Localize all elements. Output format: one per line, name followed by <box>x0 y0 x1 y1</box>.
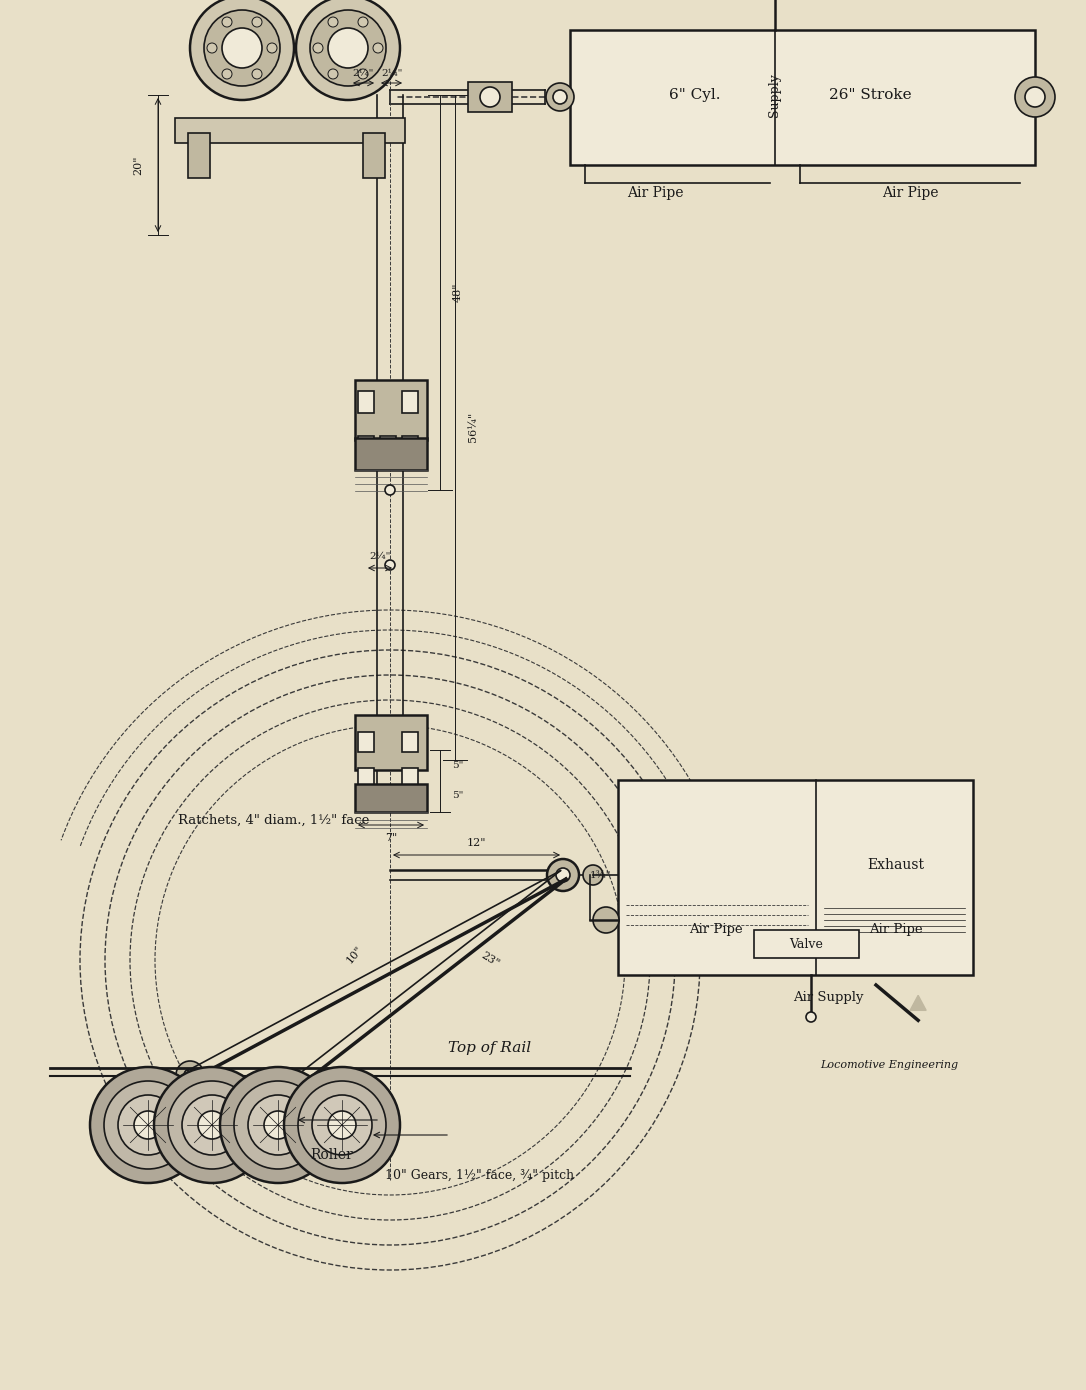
Circle shape <box>358 70 368 79</box>
Bar <box>355 438 427 470</box>
Bar <box>363 133 386 178</box>
Circle shape <box>252 17 262 26</box>
Circle shape <box>176 1061 204 1088</box>
Circle shape <box>154 1068 270 1183</box>
Bar <box>358 769 374 788</box>
Text: Air Pipe: Air Pipe <box>627 186 683 200</box>
Circle shape <box>220 1068 336 1183</box>
Circle shape <box>134 1111 162 1138</box>
Text: 56¼": 56¼" <box>468 411 478 442</box>
Bar <box>402 391 418 413</box>
Circle shape <box>1015 76 1055 117</box>
Bar <box>358 391 374 413</box>
Circle shape <box>328 28 368 68</box>
Circle shape <box>328 70 338 79</box>
Circle shape <box>386 560 395 570</box>
Text: 2¼": 2¼" <box>352 68 374 78</box>
Circle shape <box>358 17 368 26</box>
Text: Air Supply: Air Supply <box>793 991 863 1005</box>
Circle shape <box>90 1068 206 1183</box>
Text: Air Pipe: Air Pipe <box>869 923 923 937</box>
Text: 2¼": 2¼" <box>369 552 391 560</box>
Text: 7": 7" <box>384 833 397 842</box>
Circle shape <box>233 1081 323 1169</box>
Circle shape <box>546 83 574 111</box>
Circle shape <box>248 1095 308 1155</box>
Circle shape <box>252 70 262 79</box>
Text: 6" Cyl.: 6" Cyl. <box>669 88 721 101</box>
Circle shape <box>184 1069 195 1081</box>
Circle shape <box>204 10 280 86</box>
Circle shape <box>553 90 567 104</box>
Bar <box>358 436 374 457</box>
Circle shape <box>190 0 294 100</box>
Bar <box>570 31 1035 165</box>
Bar <box>402 733 418 752</box>
Circle shape <box>593 908 619 933</box>
Circle shape <box>207 43 217 53</box>
Circle shape <box>298 1081 386 1169</box>
Circle shape <box>583 865 603 885</box>
Text: Exhaust: Exhaust <box>868 858 924 872</box>
Circle shape <box>198 1111 226 1138</box>
Circle shape <box>182 1095 242 1155</box>
Polygon shape <box>910 995 926 1011</box>
Text: 23": 23" <box>479 951 501 969</box>
Text: Top of Rail: Top of Rail <box>449 1041 531 1055</box>
Text: 1¾": 1¾" <box>590 870 611 880</box>
Bar <box>355 784 427 812</box>
Text: Locomotive Engineering: Locomotive Engineering <box>820 1061 958 1070</box>
Circle shape <box>310 10 386 86</box>
Circle shape <box>264 1111 292 1138</box>
Bar <box>175 118 405 143</box>
Bar <box>618 780 973 974</box>
Circle shape <box>168 1081 256 1169</box>
Bar <box>188 133 210 178</box>
Text: 10" Gears, 1½" face, ¾" pitch: 10" Gears, 1½" face, ¾" pitch <box>386 1169 574 1182</box>
Text: 48": 48" <box>453 282 463 302</box>
Text: 12": 12" <box>466 838 485 848</box>
Circle shape <box>104 1081 192 1169</box>
Text: 5": 5" <box>452 791 464 799</box>
Circle shape <box>313 43 323 53</box>
Circle shape <box>222 28 262 68</box>
Bar <box>468 82 512 113</box>
Circle shape <box>222 70 232 79</box>
Circle shape <box>267 43 277 53</box>
Bar <box>380 436 396 457</box>
Bar <box>355 714 427 770</box>
Text: 5": 5" <box>452 760 464 770</box>
Circle shape <box>118 1095 178 1155</box>
Text: Roller: Roller <box>310 1148 353 1162</box>
Circle shape <box>372 43 383 53</box>
Circle shape <box>480 88 500 107</box>
Bar <box>100 1098 390 1152</box>
Circle shape <box>296 0 400 100</box>
Circle shape <box>312 1095 372 1155</box>
Text: 26" Stroke: 26" Stroke <box>829 88 911 101</box>
Circle shape <box>222 17 232 26</box>
Text: Valve: Valve <box>790 937 823 951</box>
Text: 2¼": 2¼" <box>381 68 403 78</box>
Circle shape <box>328 17 338 26</box>
Circle shape <box>285 1068 400 1183</box>
Bar <box>358 733 374 752</box>
Bar <box>402 436 418 457</box>
Text: 20": 20" <box>132 156 143 175</box>
Circle shape <box>386 485 395 495</box>
Circle shape <box>1025 88 1045 107</box>
Circle shape <box>547 859 579 891</box>
Text: Ratchets, 4" diam., 1½" face: Ratchets, 4" diam., 1½" face <box>178 813 369 827</box>
Text: Air Pipe: Air Pipe <box>690 923 743 937</box>
Text: Supply: Supply <box>769 74 782 117</box>
Circle shape <box>328 1111 356 1138</box>
Bar <box>754 930 859 958</box>
Text: Air Pipe: Air Pipe <box>882 186 938 200</box>
Text: 10": 10" <box>345 944 365 966</box>
Circle shape <box>556 867 570 883</box>
Circle shape <box>806 1012 816 1022</box>
Bar <box>355 379 427 441</box>
Bar <box>402 769 418 788</box>
